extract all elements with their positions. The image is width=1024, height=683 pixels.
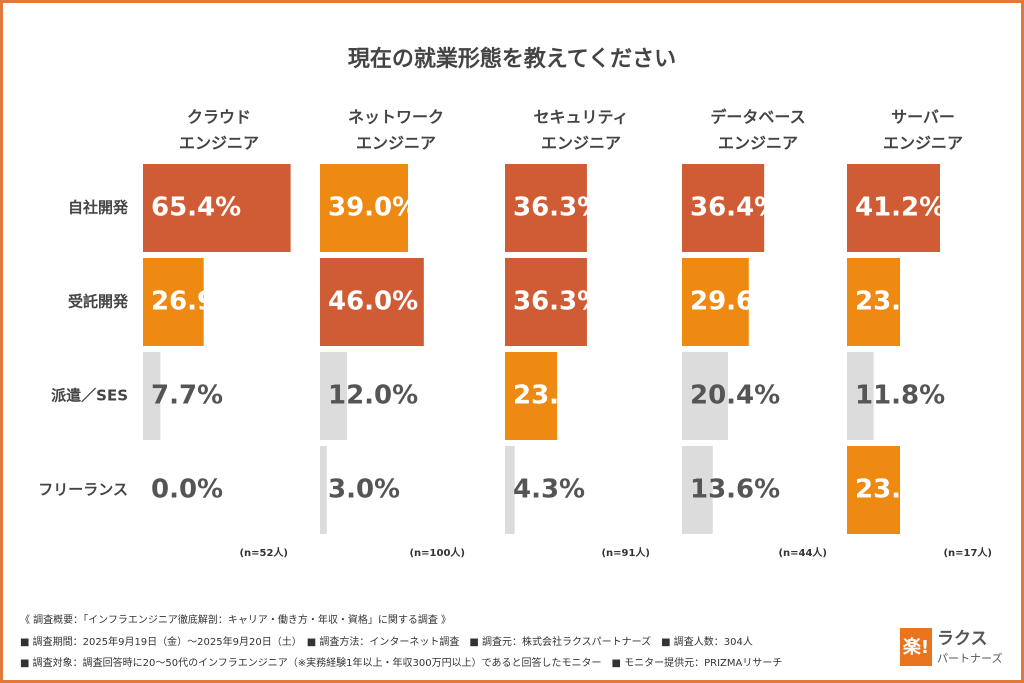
logo-sub: パートナーズ	[937, 651, 1002, 665]
panel-title: データベース	[710, 108, 805, 127]
panel-title: セキュリティ	[533, 108, 628, 127]
value-label: 36.4%	[690, 193, 780, 223]
bar	[682, 352, 729, 440]
bar	[143, 352, 161, 440]
bar	[682, 164, 765, 252]
bar	[505, 164, 587, 252]
bar	[847, 258, 901, 346]
bar	[505, 352, 558, 440]
footer-line: 《 調査概要：「インフラエンジニア徹底解剖：キャリア・働き方・年収・資格」に関す…	[20, 613, 451, 626]
value-label: 46.0%	[328, 287, 418, 317]
chart-title: 現在の就業形態を教えてください	[348, 46, 676, 72]
bar	[682, 446, 713, 534]
value-label: 26.9%	[151, 287, 241, 317]
value-label: 65.4%	[151, 193, 241, 223]
logo-mark: 楽!	[903, 636, 929, 658]
sample-size: (n=52人)	[239, 546, 288, 559]
logo-box	[900, 628, 932, 666]
bar	[505, 258, 587, 346]
value-label: 13.6%	[690, 475, 780, 505]
value-label: 36.3%	[513, 287, 603, 317]
panel-title: クラウド	[187, 108, 251, 127]
sample-size: (n=100人)	[409, 546, 465, 559]
value-label: 36.3%	[513, 193, 603, 223]
panel-title: エンジニア	[356, 134, 436, 153]
panel-title: ネットワーク	[348, 108, 444, 127]
value-label: 23.5%	[855, 475, 945, 505]
value-label: 39.0%	[328, 193, 418, 223]
value-label: 29.6%	[690, 287, 780, 317]
value-label: 0.0%	[151, 475, 223, 505]
panel-title: エンジニア	[718, 134, 798, 153]
footer-line: ■ 調査対象：調査回答時に20〜50代のインフラエンジニア（※実務経験1年以上・…	[20, 656, 782, 669]
sample-size: (n=44人)	[778, 546, 827, 559]
value-label: 12.0%	[328, 381, 418, 411]
sample-size: (n=91人)	[601, 546, 650, 559]
row-label: 派遣／SES	[51, 387, 128, 405]
panel-title: エンジニア	[541, 134, 621, 153]
bar	[320, 446, 327, 534]
row-label: 受託開発	[68, 293, 129, 311]
value-label: 23.5%	[855, 287, 945, 317]
logo-name: ラクス	[937, 629, 988, 649]
panel-title: エンジニア	[883, 134, 963, 153]
row-label: 自社開発	[68, 199, 129, 217]
panel-title: サーバー	[891, 108, 955, 127]
bar	[505, 446, 515, 534]
bar	[320, 258, 424, 346]
value-label: 41.2%	[855, 193, 945, 223]
bar	[847, 164, 940, 252]
bar	[682, 258, 749, 346]
bar	[143, 164, 291, 252]
bar	[847, 446, 901, 534]
value-label: 23.1%	[513, 381, 603, 411]
bar	[847, 352, 874, 440]
sample-size: (n=17人)	[943, 546, 992, 559]
value-label: 4.3%	[513, 475, 585, 505]
row-label: フリーランス	[38, 481, 128, 499]
value-label: 7.7%	[151, 381, 223, 411]
bar	[143, 258, 204, 346]
value-label: 20.4%	[690, 381, 780, 411]
bar	[320, 352, 348, 440]
bar	[320, 164, 409, 252]
footer-line: ■ 調査期間：2025年9月19日（金）〜2025年9月20日（土） ■ 調査方…	[20, 635, 753, 648]
value-label: 11.8%	[855, 381, 945, 411]
panel-title: エンジニア	[179, 134, 259, 153]
value-label: 3.0%	[328, 475, 400, 505]
